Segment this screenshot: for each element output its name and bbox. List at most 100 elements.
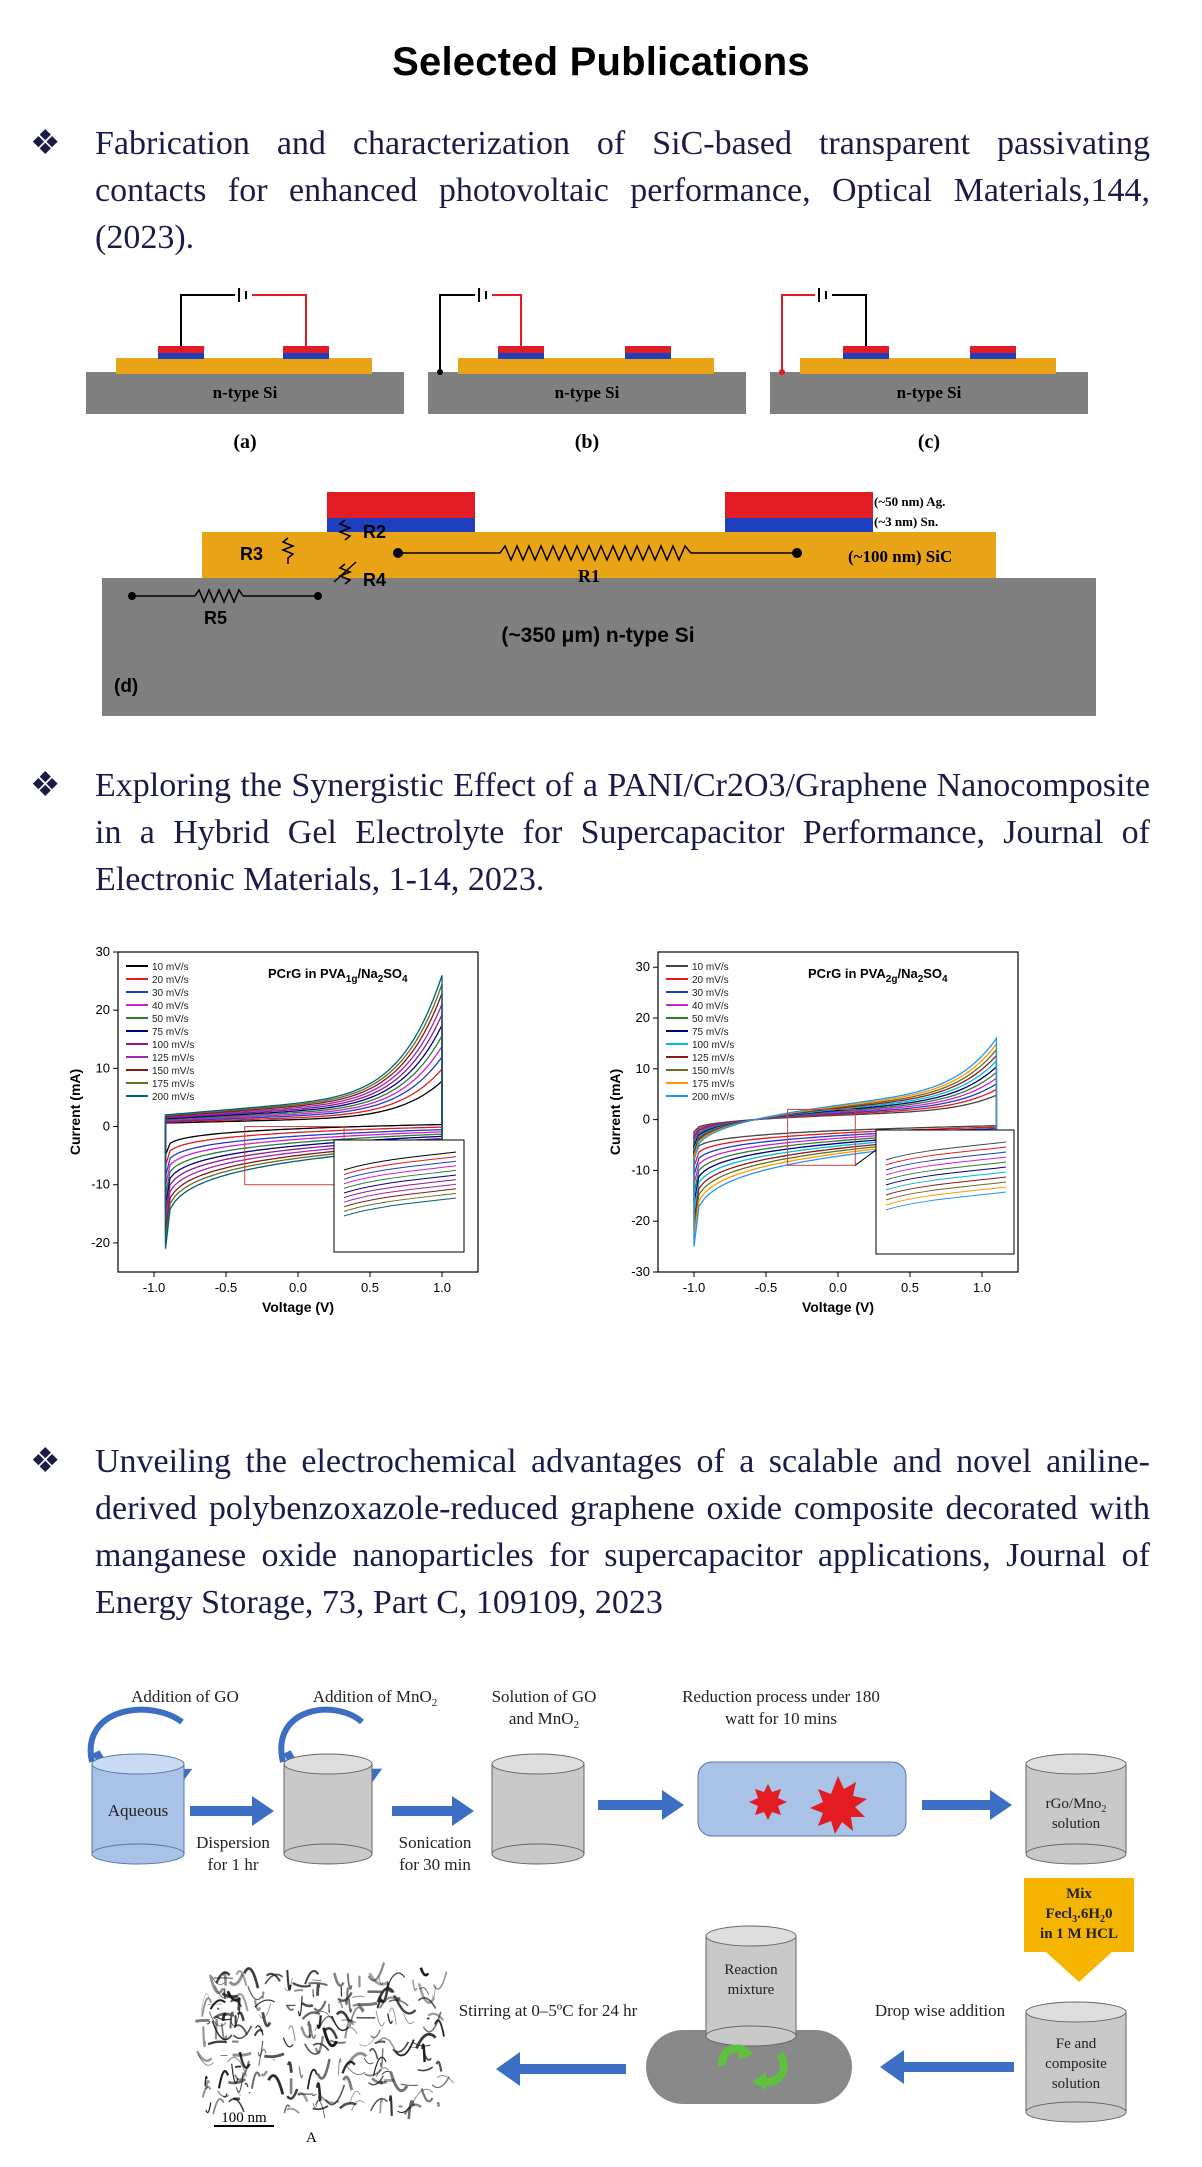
cylinder-go-dispersion (283, 1753, 373, 1865)
y-tick-label: 10 (96, 1060, 110, 1075)
y-tick-label: 30 (96, 944, 110, 959)
svg-text:composite: composite (1045, 2056, 1107, 2072)
inset-series-line (343, 1188, 457, 1208)
y-tick-label: -10 (631, 1162, 650, 1177)
inset-series-line (885, 1186, 1007, 1206)
figure-1-device-schematic: n-type Si (a) n-type Si (b) n-type Si (c… (86, 288, 1096, 716)
svg-text:Fe and: Fe and (1056, 2036, 1097, 2052)
resistor-r5-label: R5 (204, 608, 227, 628)
legend-label: 40 mV/s (152, 1001, 189, 1012)
cv-chart-pva-1g: -1.0 -0.5 0.0 0.5 1.0 30 20 10 0 -10 -20 Voltage (V… (67, 944, 479, 1315)
y-tick-label: 20 (96, 1002, 110, 1017)
cv-chart-pva-2g: -1.0 -0.5 0.0 0.5 1.0 30 20 10 0 -10 -20 -30 Voltage… (607, 951, 1019, 1315)
resistor-r4-label: R4 (363, 570, 386, 590)
layer-sn-label: (~3 nm) Sn. (874, 514, 938, 529)
legend-label: 175 mV/s (692, 1079, 734, 1090)
panel-label-d: (d) (114, 676, 138, 697)
legend-label: 10 mV/s (152, 962, 189, 973)
legend-label: 30 mV/s (692, 988, 729, 999)
x-tick-label: 0.0 (829, 1280, 847, 1295)
x-tick-label: 1.0 (973, 1280, 991, 1295)
cylinder-rgo-mno2: rGo/Mno2 solution (1025, 1753, 1127, 1865)
scale-bar-label: 100 nm (221, 2110, 267, 2126)
panel-b: n-type Si (b) (428, 288, 746, 453)
sem-micrograph-image: 100 nm A (195, 1962, 454, 2146)
svg-text:Aqueous: Aqueous (108, 1801, 168, 1820)
layer-ag-label: (~50 nm) Ag. (874, 494, 945, 509)
inset-series-line (343, 1192, 457, 1212)
step-solution-label-1: Solution of GO (492, 1687, 597, 1706)
x-tick-label: -1.0 (683, 1280, 705, 1295)
zoom-region-box (787, 1108, 856, 1166)
cylinder-fe-composite: Fe and composite solution (1025, 2001, 1127, 2123)
y-tick-label: -20 (631, 1213, 650, 1228)
legend-label: 175 mV/s (152, 1079, 194, 1090)
microwave-star-icon (810, 1776, 867, 1834)
legend-label: 125 mV/s (692, 1053, 734, 1064)
resistor-r1-label: R1 (578, 566, 600, 586)
x-axis-label: Voltage (V) (802, 1299, 874, 1315)
legend-label: 30 mV/s (152, 988, 189, 999)
svg-text:solution: solution (1052, 1816, 1101, 1832)
panel-d: (~50 nm) Ag. (~3 nm) Sn. (~100 nm) SiC R… (102, 492, 1096, 716)
inset-series-line (343, 1183, 457, 1203)
step-dispersion-1: Dispersion (196, 1833, 270, 1852)
reduction-box (697, 1761, 907, 1837)
svg-text:in 1 M HCL: in 1 M HCL (1040, 1926, 1118, 1942)
reactor-vessel: Reaction mixture (646, 1925, 852, 2104)
legend-label: 10 mV/s (692, 962, 729, 973)
panel-a: n-type Si (a) (86, 288, 404, 453)
right-arrow-icon (392, 1796, 474, 1826)
legend-label: 75 mV/s (152, 1027, 189, 1038)
inset-series-line (885, 1166, 1007, 1186)
right-arrow-icon (190, 1796, 274, 1826)
step-stirring: Stirring at 0–5ºC for 24 hr (459, 2001, 638, 2020)
right-arrow-icon (598, 1790, 684, 1820)
chart-title: PCrG in PVA1g/Na2SO4 (268, 966, 408, 985)
inset-series-line (885, 1141, 1007, 1161)
legend-label: 40 mV/s (692, 1001, 729, 1012)
substrate-label: n-type Si (897, 383, 962, 402)
inset-series-line (343, 1165, 457, 1185)
inset-series-line (885, 1156, 1007, 1176)
legend-label: 125 mV/s (152, 1053, 194, 1064)
inset-series-line (885, 1191, 1007, 1211)
panel-label-b: (b) (575, 431, 599, 453)
image-label: A (306, 2130, 317, 2146)
legend-label: 20 mV/s (692, 975, 729, 986)
left-arrow-icon (880, 2050, 1014, 2084)
layer-sic-label: (~100 nm) SiC (848, 547, 952, 566)
legend-label: 50 mV/s (152, 1014, 189, 1025)
resistor-r3-label: R3 (240, 544, 263, 564)
panel-label-a: (a) (233, 431, 256, 453)
inset-series-line (885, 1161, 1007, 1181)
publication-3-text: Unveiling the electrochemical advantages… (95, 1443, 1150, 1621)
svg-text:mixture: mixture (728, 1982, 775, 1998)
svg-text:rGo/Mno2: rGo/Mno2 (1046, 1796, 1107, 1815)
panel-c: n-type Si (c) (770, 288, 1088, 453)
chart-title: PCrG in PVA2g/Na2SO4 (808, 966, 948, 985)
publication-2-text: Exploring the Synergistic Effect of a PA… (95, 767, 1150, 898)
step-sonication-2: for 30 min (399, 1855, 471, 1874)
svg-text:Fecl3.6H20: Fecl3.6H20 (1045, 1906, 1112, 1925)
figure-3-synthesis-flow: Addition of GO Addition of MnO2 Solution… (87, 1687, 1134, 2146)
inset-series-line (343, 1160, 457, 1180)
inset-series-line (343, 1174, 457, 1194)
inset-series-line (343, 1197, 457, 1217)
y-tick-label: -10 (91, 1177, 110, 1192)
y-tick-label: 20 (636, 1010, 650, 1025)
step-reduction-label-2: watt for 10 mins (725, 1709, 837, 1728)
inset-series-line (343, 1179, 457, 1199)
substrate-label: n-type Si (213, 383, 278, 402)
inset-series-line (343, 1156, 457, 1176)
x-tick-label: 0.5 (901, 1280, 919, 1295)
svg-text:Reaction: Reaction (724, 1962, 778, 1978)
publication-1-text: Fabrication and characterization of SiC-… (95, 125, 1150, 256)
step-reduction-label-1: Reduction process under 180 (682, 1687, 880, 1706)
legend-label: 100 mV/s (152, 1040, 194, 1051)
y-tick-label: 0 (643, 1112, 650, 1127)
x-tick-label: 0.0 (289, 1280, 307, 1295)
right-arrow-icon (922, 1790, 1012, 1820)
panel-label-c: (c) (918, 431, 940, 453)
step-addition-mno2: Addition of MnO2 (313, 1687, 438, 1709)
